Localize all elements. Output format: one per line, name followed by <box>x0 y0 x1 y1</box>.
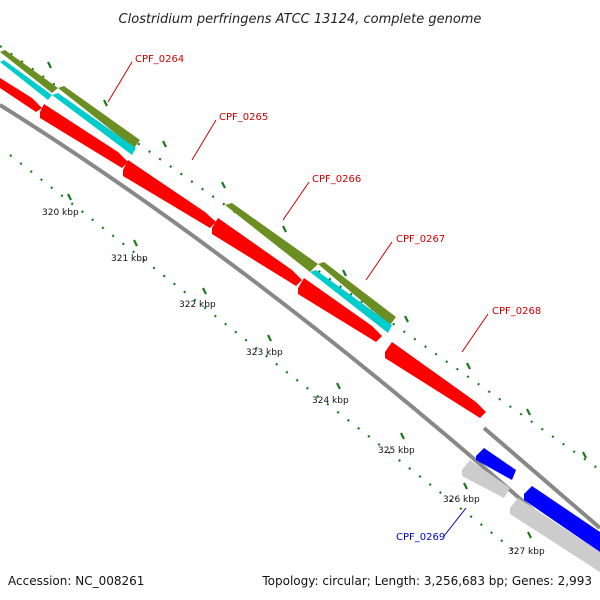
cyan-feature-1 <box>0 60 52 100</box>
tick-label: 321 kbp <box>111 254 148 264</box>
tick-label: 320 kbp <box>42 208 79 218</box>
tick-label: 327 kbp <box>508 547 545 557</box>
cds-arrow <box>0 78 42 112</box>
olive-feature-2 <box>58 86 140 148</box>
tick-labels: 320 kbp 321 kbp 322 kbp 323 kbp 324 kbp … <box>42 208 545 557</box>
olive-feature-track <box>0 50 396 325</box>
olive-feature-1 <box>0 50 58 93</box>
tick-label: 324 kbp <box>312 396 349 406</box>
cds-arrow-reverse <box>476 448 516 480</box>
lower-backbone-segment <box>482 426 600 530</box>
gene-label-cpf-0266: CPF_0266 <box>312 174 361 185</box>
gene-labels: CPF_0264 CPF_0265 CPF_0266 CPF_0267 CPF_… <box>135 54 541 543</box>
tick-label: 325 kbp <box>378 446 415 456</box>
gray-feature-track <box>462 460 600 572</box>
cyan-feature-track <box>0 60 392 333</box>
cds-arrow-reverse <box>524 486 600 552</box>
olive-feature-4 <box>318 262 396 325</box>
cds-forward-track <box>0 78 486 418</box>
cds-arrow <box>40 104 128 168</box>
tick-label: 326 kbp <box>443 495 480 505</box>
gene-label-cpf-0264: CPF_0264 <box>135 54 184 65</box>
cyan-feature-3 <box>310 270 392 333</box>
accession-text: Accession: NC_008261 <box>8 574 144 588</box>
gray-feature <box>462 460 510 498</box>
outer-tick-track <box>0 45 600 471</box>
tick-label: 322 kbp <box>179 300 216 310</box>
cds-reverse-track <box>476 448 600 552</box>
gene-label-cpf-0269: CPF_0269 <box>396 532 445 543</box>
genome-backbone <box>0 103 600 572</box>
gene-label-cpf-0268: CPF_0268 <box>492 306 541 317</box>
map-title: Clostridium perfringens ATCC 13124, comp… <box>119 12 482 27</box>
tick-label: 323 kbp <box>246 348 283 358</box>
cyan-feature-2 <box>52 93 136 155</box>
olive-feature-3 <box>225 203 318 272</box>
cds-arrow <box>212 218 302 286</box>
cds-arrow <box>385 342 486 418</box>
gene-label-cpf-0265: CPF_0265 <box>219 112 268 123</box>
genome-stats-text: Topology: circular; Length: 3,256,683 bp… <box>261 574 592 588</box>
gene-label-cpf-0267: CPF_0267 <box>396 234 445 245</box>
cds-arrow <box>298 278 382 342</box>
major-tick-marks <box>47 61 587 539</box>
cds-arrow <box>123 160 216 228</box>
gray-feature <box>510 498 600 572</box>
gene-leader-lines <box>107 61 489 537</box>
